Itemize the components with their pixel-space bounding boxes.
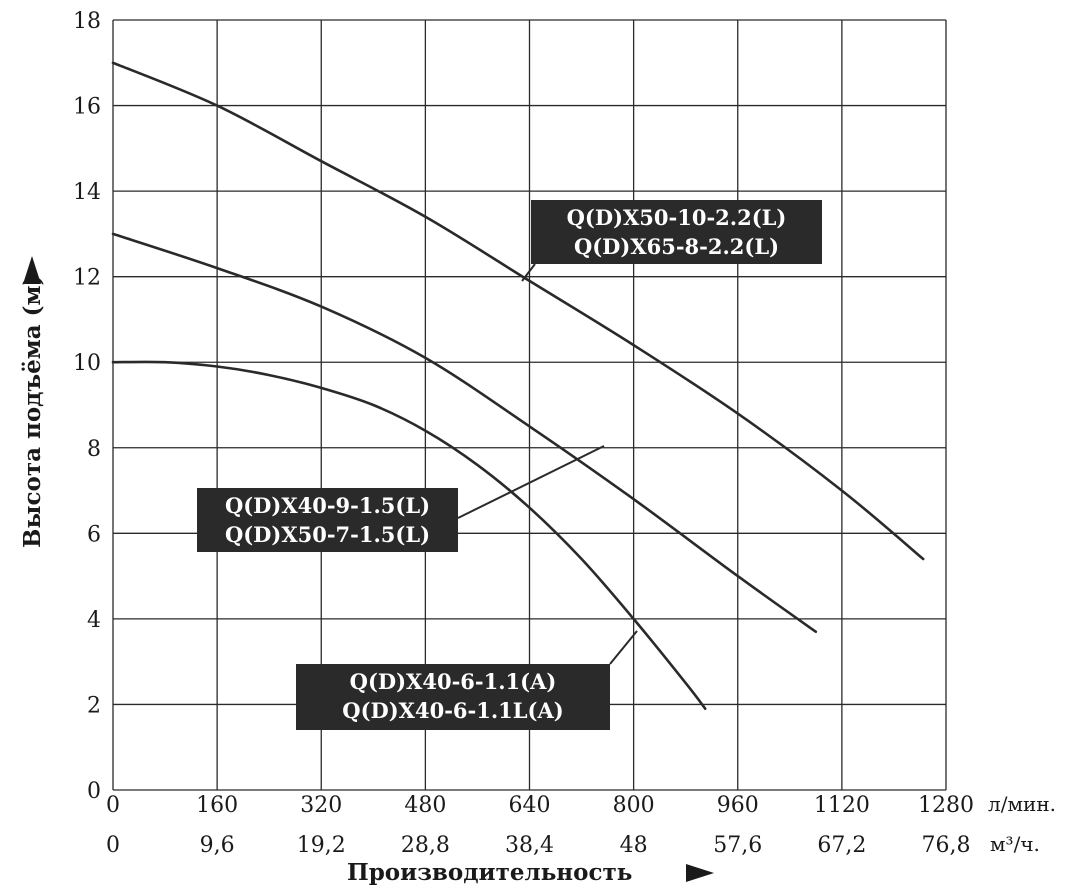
label-leader-line-1 — [457, 445, 605, 519]
y-tick-label: 14 — [73, 180, 101, 205]
x2-tick-label: 67,2 — [817, 833, 866, 858]
y-tick-label: 8 — [87, 437, 101, 462]
y-tick-label: 0 — [87, 779, 101, 804]
leader-lines — [457, 263, 638, 665]
series-label-text: Q(D)X50-10-2.2(L) — [567, 205, 787, 230]
x-axis-arrow-icon — [686, 864, 714, 882]
grid — [112, 19, 947, 791]
y-tick-label: 6 — [87, 522, 101, 547]
x-tick-label: 160 — [196, 793, 238, 818]
x2-tick-label: 19,2 — [297, 833, 346, 858]
series-curve-0 — [111, 61, 925, 561]
series-curve-2 — [111, 360, 707, 710]
y-axis-title: Высота подъёма (м) — [19, 275, 46, 548]
x2-tick-label: 57,6 — [713, 833, 762, 858]
x2-tick-label: 9,6 — [200, 833, 235, 858]
series-curve-1 — [111, 232, 818, 633]
y-axis-arrow-icon — [23, 256, 41, 284]
curves — [111, 61, 925, 710]
x-tick-label: 960 — [717, 793, 759, 818]
y-tick-label: 18 — [73, 9, 101, 34]
x-tick-label: 0 — [106, 793, 120, 818]
y-tick-label: 4 — [87, 608, 101, 633]
x-tick-label: 800 — [613, 793, 655, 818]
x-tick-label: 480 — [404, 793, 446, 818]
series-label-0: Q(D)X50-10-2.2(L) Q(D)X65-8-2.2(L) — [531, 200, 822, 264]
label-leader-line-2 — [609, 630, 638, 665]
x2-tick-label: 0 — [106, 833, 120, 858]
y-tick-label: 2 — [87, 693, 101, 718]
x-axis-title-group: Производительность — [347, 859, 714, 886]
x-tick-label: 640 — [509, 793, 551, 818]
series-label-text: Q(D)X65-8-2.2(L) — [574, 234, 779, 259]
label-leader-line-0 — [521, 263, 536, 282]
x-tick-label: 1120 — [814, 793, 870, 818]
series-label-2: Q(D)X40-6-1.1(A) Q(D)X40-6-1.1L(A) — [296, 664, 610, 730]
series-label-text: Q(D)X40-6-1.1L(A) — [342, 698, 563, 723]
series-labels: Q(D)X50-10-2.2(L) Q(D)X65-8-2.2(L) Q(D)X40… — [197, 200, 822, 730]
series-label-text: Q(D)X50-7-1.5(L) — [225, 522, 430, 547]
x2-tick-label: 38,4 — [505, 833, 554, 858]
x2-tick-label: 28,8 — [401, 833, 450, 858]
x-unit-label: л/мин. — [988, 792, 1056, 816]
y-tick-label: 16 — [73, 95, 101, 120]
series-label-text: Q(D)X40-6-1.1(A) — [350, 669, 557, 694]
series-label-box — [531, 200, 822, 264]
y-tick-label: 10 — [73, 351, 101, 376]
x2-tick-label: 48 — [620, 833, 648, 858]
series-label-text: Q(D)X40-9-1.5(L) — [225, 493, 430, 518]
x2-tick-label: 76,8 — [922, 833, 971, 858]
y-tick-label: 12 — [73, 266, 101, 291]
x-axis-title: Производительность — [347, 859, 632, 886]
x-tick-label: 1280 — [918, 793, 974, 818]
series-label-box — [197, 488, 458, 552]
series-label-1: Q(D)X40-9-1.5(L) Q(D)X50-7-1.5(L) — [197, 488, 458, 552]
x-tick-label: 320 — [300, 793, 342, 818]
series-label-box — [296, 664, 610, 730]
x2-unit-label: м³/ч. — [990, 832, 1040, 856]
y-axis-title-group: Высота подъёма (м) — [19, 256, 46, 548]
